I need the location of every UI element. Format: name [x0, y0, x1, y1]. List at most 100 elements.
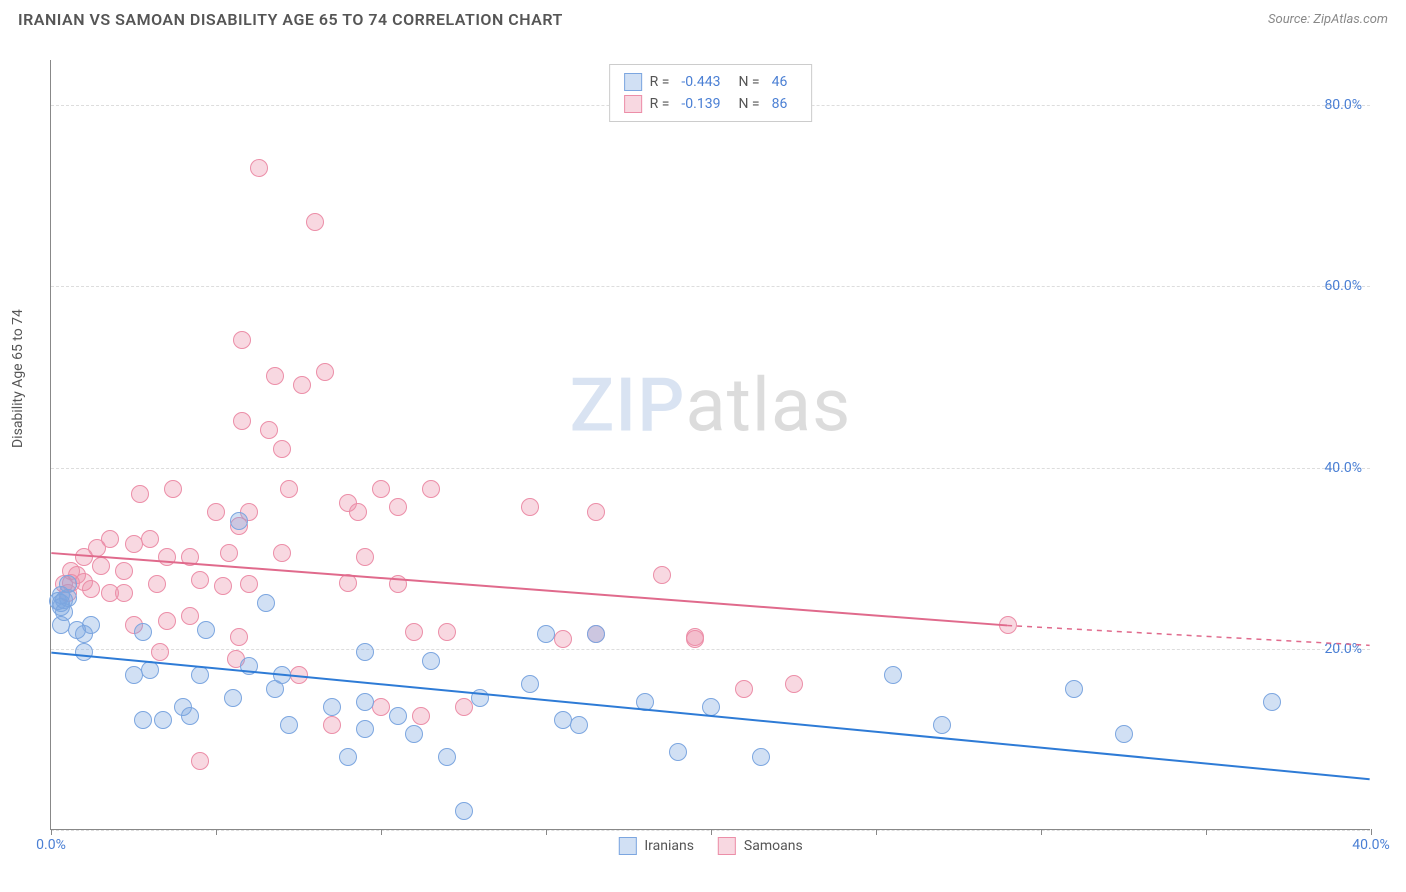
data-point-iranians [587, 625, 605, 643]
x-tick [51, 829, 52, 835]
data-point-iranians [537, 625, 555, 643]
data-point-iranians [356, 720, 374, 738]
data-point-iranians [356, 643, 374, 661]
data-point-iranians [181, 707, 199, 725]
data-point-samoans [273, 544, 291, 562]
points-layer [51, 60, 1370, 829]
data-point-samoans [207, 503, 225, 521]
data-point-samoans [191, 571, 209, 589]
data-point-samoans [250, 159, 268, 177]
x-tick [546, 829, 547, 835]
data-point-samoans [141, 530, 159, 548]
data-point-iranians [405, 725, 423, 743]
data-point-samoans [148, 575, 166, 593]
data-point-samoans [372, 698, 390, 716]
data-point-samoans [273, 440, 291, 458]
data-point-samoans [686, 628, 704, 646]
data-point-samoans [422, 480, 440, 498]
data-point-samoans [405, 623, 423, 641]
data-point-samoans [389, 498, 407, 516]
data-point-samoans [158, 612, 176, 630]
data-point-iranians [521, 675, 539, 693]
data-point-samoans [653, 566, 671, 584]
swatch-samoans [624, 95, 642, 113]
data-point-samoans [164, 480, 182, 498]
data-point-samoans [191, 752, 209, 770]
data-point-iranians [636, 693, 654, 711]
chart-header: IRANIAN VS SAMOAN DISABILITY AGE 65 TO 7… [0, 0, 1406, 35]
swatch-samoans [718, 837, 736, 855]
data-point-iranians [422, 652, 440, 670]
data-point-iranians [933, 716, 951, 734]
data-point-samoans [92, 557, 110, 575]
data-point-samoans [389, 575, 407, 593]
data-point-samoans [181, 548, 199, 566]
data-point-samoans [131, 485, 149, 503]
x-tick [381, 829, 382, 835]
data-point-iranians [82, 616, 100, 634]
data-point-iranians [154, 711, 172, 729]
data-point-iranians [389, 707, 407, 725]
x-tick [1371, 829, 1372, 835]
data-point-samoans [115, 562, 133, 580]
chart-title: IRANIAN VS SAMOAN DISABILITY AGE 65 TO 7… [18, 10, 563, 29]
data-point-samoans [158, 548, 176, 566]
data-point-iranians [1065, 680, 1083, 698]
data-point-iranians [75, 643, 93, 661]
data-point-iranians [224, 689, 242, 707]
data-point-iranians [323, 698, 341, 716]
n-label: N = [738, 93, 759, 115]
data-point-samoans [349, 503, 367, 521]
data-point-iranians [257, 594, 275, 612]
x-tick-label: 40.0% [1352, 837, 1390, 853]
data-point-samoans [230, 628, 248, 646]
legend-item-iranians: Iranians [618, 837, 694, 855]
swatch-iranians [624, 73, 642, 91]
data-point-samoans [412, 707, 430, 725]
n-label: N = [738, 71, 759, 93]
data-point-iranians [1263, 693, 1281, 711]
x-tick [711, 829, 712, 835]
legend-series: Iranians Samoans [618, 837, 802, 855]
data-point-samoans [125, 535, 143, 553]
x-tick [1206, 829, 1207, 835]
data-point-iranians [197, 621, 215, 639]
data-point-samoans [306, 213, 324, 231]
data-point-samoans [181, 607, 199, 625]
data-point-samoans [290, 666, 308, 684]
data-point-iranians [455, 802, 473, 820]
data-point-iranians [438, 748, 456, 766]
r-value-samoans: -0.139 [681, 93, 720, 115]
legend-item-samoans: Samoans [718, 837, 803, 855]
legend-label-samoans: Samoans [744, 838, 803, 854]
data-point-iranians [702, 698, 720, 716]
r-value-iranians: -0.443 [681, 71, 720, 93]
data-point-iranians [134, 623, 152, 641]
data-point-samoans [151, 643, 169, 661]
data-point-iranians [191, 666, 209, 684]
data-point-samoans [101, 530, 119, 548]
data-point-samoans [233, 331, 251, 349]
data-point-iranians [273, 666, 291, 684]
x-tick-label: 0.0% [36, 837, 66, 853]
data-point-samoans [214, 577, 232, 595]
legend-row-samoans: R = -0.139 N = 86 [624, 93, 798, 115]
data-point-iranians [669, 743, 687, 761]
data-point-iranians [884, 666, 902, 684]
data-point-iranians [554, 711, 572, 729]
data-point-samoans [115, 584, 133, 602]
y-axis-label: Disability Age 65 to 74 [10, 309, 26, 448]
x-tick [1041, 829, 1042, 835]
legend-label-iranians: Iranians [644, 838, 694, 854]
data-point-samoans [521, 498, 539, 516]
source-label: Source: ZipAtlas.com [1268, 12, 1388, 27]
data-point-samoans [735, 680, 753, 698]
data-point-iranians [230, 512, 248, 530]
n-value-samoans: 86 [772, 93, 788, 115]
data-point-samoans [785, 675, 803, 693]
data-point-samoans [240, 575, 258, 593]
data-point-samoans [999, 616, 1017, 634]
data-point-iranians [52, 616, 70, 634]
data-point-samoans [455, 698, 473, 716]
r-label: R = [650, 93, 670, 115]
